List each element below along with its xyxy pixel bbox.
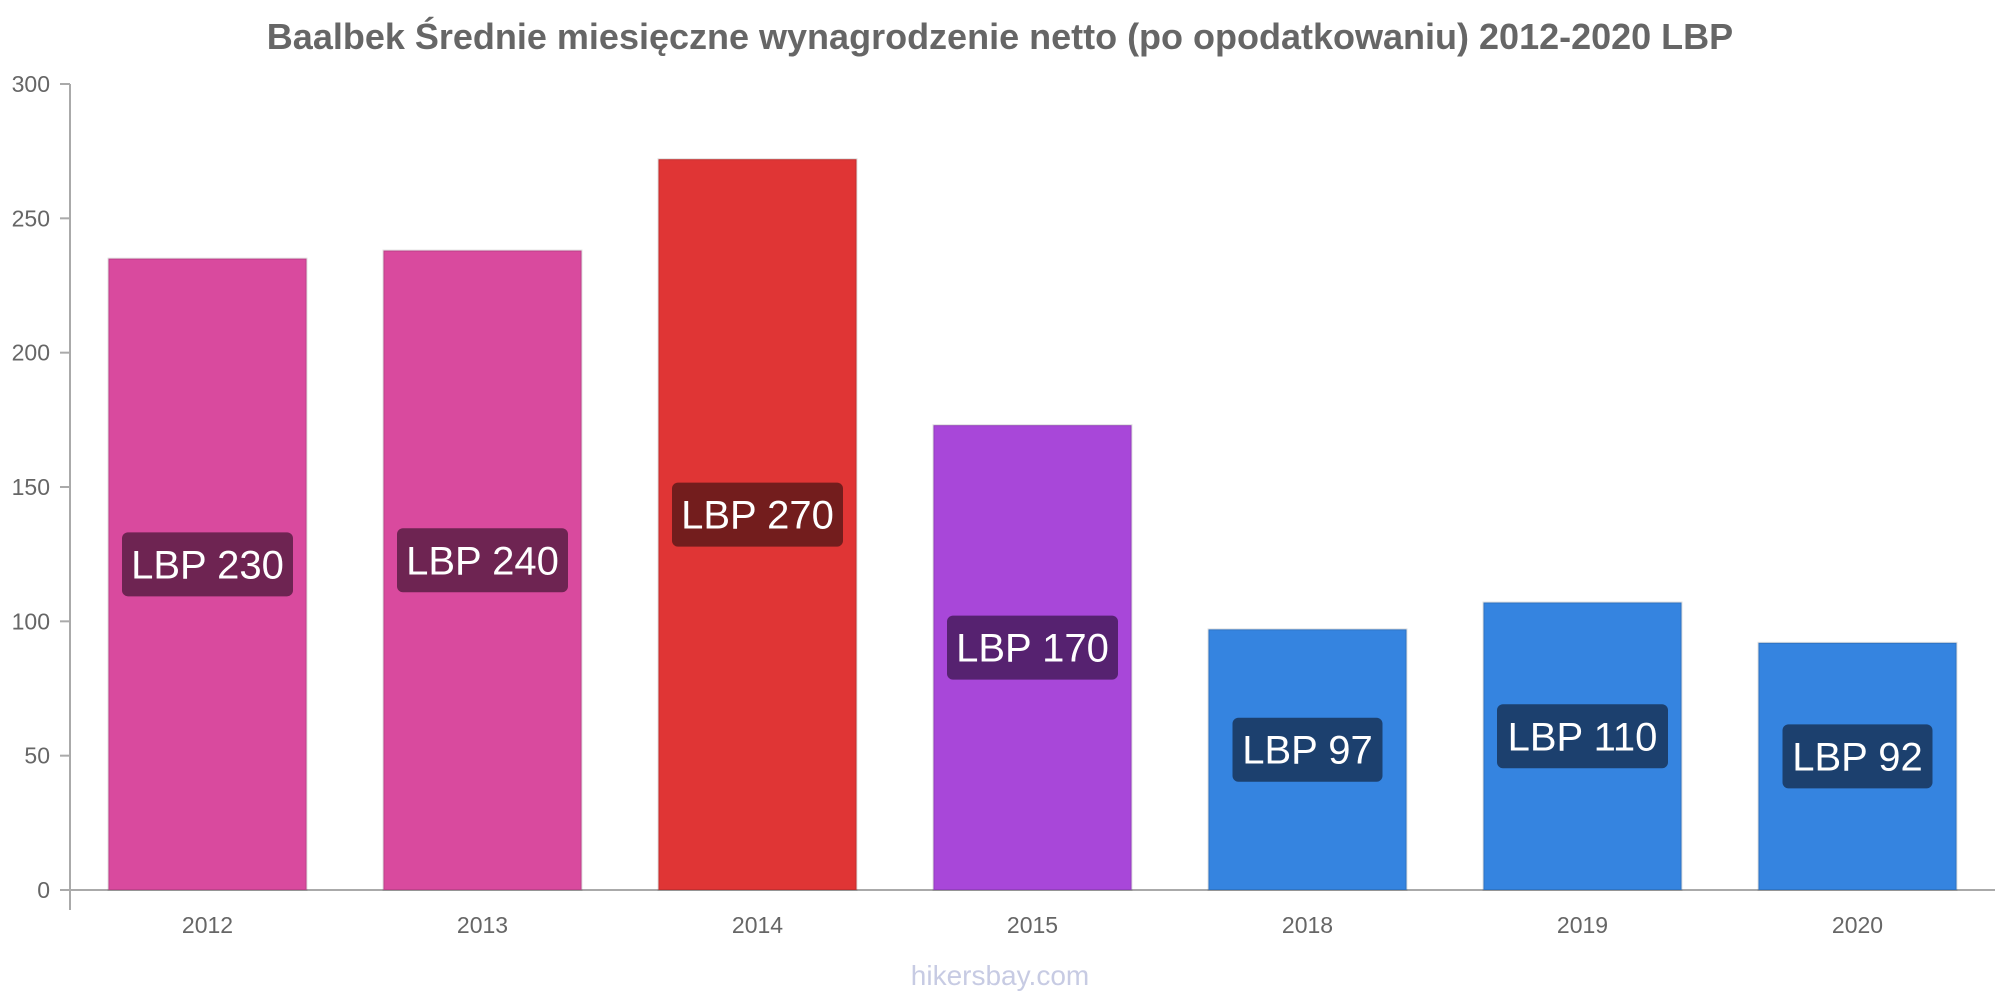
y-tick-label: 250 — [12, 205, 50, 231]
y-tick-label: 150 — [12, 474, 50, 500]
data-label-box — [1497, 704, 1668, 769]
data-label: LBP 270 — [681, 494, 834, 538]
data-label-box — [672, 482, 843, 547]
x-axis: 2012 2013 2014 2015 2018 2019 2020 — [60, 889, 1995, 938]
watermark: hikersbay.com — [910, 960, 1090, 991]
x-tick-label: 2018 — [1282, 912, 1333, 938]
y-tick-label: 50 — [24, 743, 50, 769]
y-tick-label: 100 — [12, 608, 50, 634]
x-tick-label: 2019 — [1557, 912, 1608, 938]
y-tick-label: 0 — [37, 877, 50, 903]
y-tick-label: 200 — [12, 340, 50, 366]
x-tick-label: 2015 — [1007, 912, 1058, 938]
y-tick-label: 300 — [12, 71, 50, 97]
data-label-box — [947, 615, 1118, 680]
chart-title: Baalbek Średnie miesięczne wynagrodzenie… — [266, 16, 1734, 57]
x-tick-label: 2012 — [182, 912, 233, 938]
data-label-box — [1232, 717, 1383, 782]
y-axis: 0 50 100 150 200 250 300 — [12, 71, 71, 910]
data-label: LBP 92 — [1792, 735, 1923, 779]
data-label: LBP 97 — [1242, 729, 1373, 773]
data-label: LBP 110 — [1508, 715, 1658, 759]
data-label-box — [1782, 724, 1933, 789]
data-labels: LBP 230 LBP 240 LBP 270 LBP 170 LBP 97 LBP 11… — [122, 482, 1933, 789]
x-tick-label: 2020 — [1832, 912, 1883, 938]
data-label: LBP 170 — [956, 627, 1109, 671]
data-label-box — [397, 528, 568, 593]
bars — [107, 158, 1958, 892]
data-label: LBP 230 — [131, 543, 284, 587]
x-tick-label: 2014 — [732, 912, 783, 938]
data-label-box — [122, 532, 293, 597]
x-tick-label: 2013 — [457, 912, 508, 938]
data-label: LBP 240 — [406, 539, 559, 583]
